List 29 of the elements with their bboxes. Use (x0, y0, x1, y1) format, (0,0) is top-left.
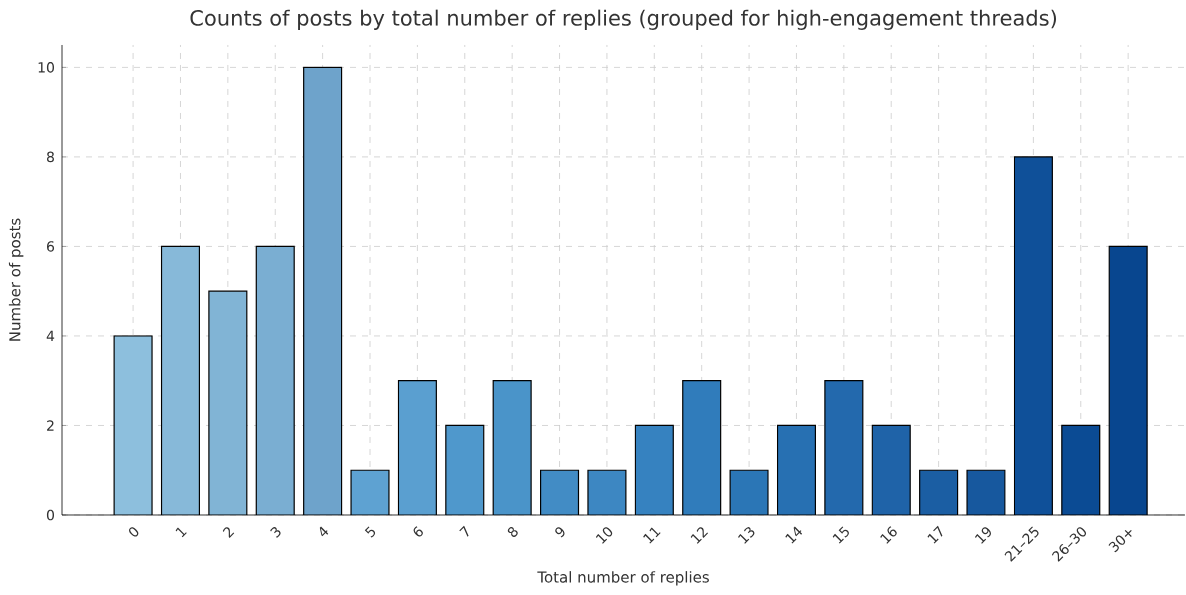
x-tick-label: 11 (643, 527, 661, 544)
y-tick-label: 8 (46, 151, 54, 163)
x-tick-label: 1 (175, 527, 187, 538)
y-tick-label: 6 (47, 241, 55, 252)
x-tick-label: 14 (785, 526, 803, 544)
x-tick-label: 10 (595, 527, 613, 544)
x-tick-label: 16 (880, 526, 897, 544)
chart-title: Counts of posts by total number of replies (grouped for high-engagement threads) (190, 9, 1057, 30)
x-axis-title: Total number of replies (537, 571, 709, 586)
y-tick-label: 10 (38, 62, 54, 73)
y-tick-label: 2 (47, 420, 54, 431)
x-tick-label: 4 (319, 526, 329, 537)
y-axis-title: Number of posts (8, 218, 24, 341)
y-tick-label: 4 (46, 330, 55, 342)
x-tick-label: 13 (738, 527, 755, 544)
x-tick-label: 9 (555, 527, 565, 538)
x-tick-label: 3 (270, 527, 281, 538)
x-tick-label: 0 (128, 527, 139, 537)
x-tick-label: 2 (222, 527, 235, 538)
x-tick-label: 7 (459, 525, 469, 537)
x-tick-label: 15 (832, 526, 849, 544)
x-tick-label: 12 (690, 527, 709, 544)
x-tick-label: 6 (413, 526, 423, 537)
x-tick-label: 30+ (1108, 529, 1132, 553)
x-tick-label: 5 (364, 526, 376, 538)
x-tick-label: 19 (975, 527, 991, 544)
y-tick-label: 0 (46, 509, 54, 521)
x-tick-label: 17 (927, 525, 943, 544)
x-tick-label: 8 (507, 526, 518, 537)
